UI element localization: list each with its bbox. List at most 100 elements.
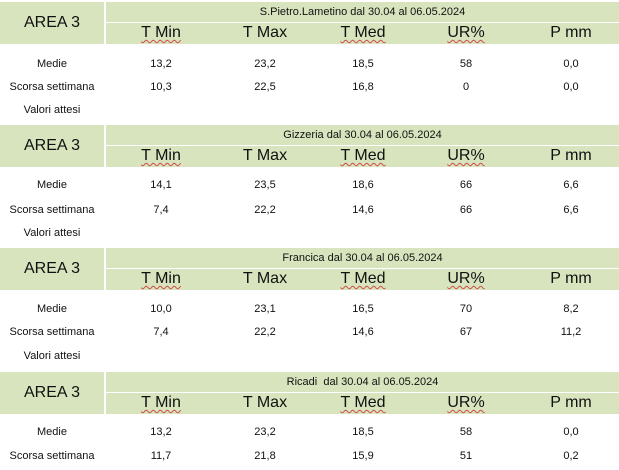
cell-tmax: 22,5 (254, 81, 276, 93)
cell-tmax: 23,1 (254, 303, 276, 315)
cell-tmed: 18,6 (352, 179, 374, 191)
header-separator (106, 145, 619, 146)
col-header-tmax: T Max (242, 24, 288, 41)
station-title: S.Pietro.Lametino dal 30.04 al 06.05.202… (259, 6, 466, 18)
row-scorsa-settimana: Scorsa settimana 10,3 22,5 16,8 0 0,0 (0, 76, 619, 98)
cell-ur: 67 (459, 326, 473, 338)
row-medie: Medie 13,2 23,2 18,5 58 0,0 (0, 421, 619, 443)
col-header-pmm: P mm (550, 270, 592, 287)
area-label: AREA 3 (23, 384, 81, 401)
cell-tmin: 13,2 (150, 426, 172, 438)
cell-tmed: 16,5 (352, 303, 374, 315)
col-header-tmin: T Min (141, 147, 181, 164)
area-label: AREA 3 (23, 14, 81, 31)
row-label-valori-attesi: Valori attesi (23, 227, 81, 239)
row-label-scorsa: Scorsa settimana (9, 81, 95, 93)
cell-tmax: 22,2 (254, 326, 276, 338)
cell-pmm: 8,2 (563, 303, 579, 315)
station-block-gizzeria: AREA 3 Gizzeria dal 30.04 al 06.05.2024 … (0, 125, 619, 245)
header-separator (106, 392, 619, 393)
station-block-san-pietro: AREA 3 S.Pietro.Lametino dal 30.04 al 06… (0, 2, 619, 122)
area-label: AREA 3 (23, 137, 81, 154)
block-header: AREA 3 S.Pietro.Lametino dal 30.04 al 06… (0, 2, 619, 44)
col-header-ur: UR% (447, 270, 485, 287)
col-header-pmm: P mm (550, 147, 592, 164)
cell-tmax: 23,2 (254, 58, 276, 70)
col-header-tmax: T Max (242, 270, 288, 287)
header-divider (104, 125, 106, 167)
cell-tmed: 16,8 (352, 81, 374, 93)
cell-tmed: 15,9 (352, 450, 374, 462)
header-right: S.Pietro.Lametino dal 30.04 al 06.05.202… (106, 2, 619, 44)
station-title: Francica dal 30.04 al 06.05.2024 (282, 252, 443, 264)
row-label-medie: Medie (37, 179, 67, 191)
row-scorsa-settimana: Scorsa settimana 7,4 22,2 14,6 66 6,6 (0, 199, 619, 221)
col-header-ur: UR% (447, 24, 485, 41)
cell-tmin: 10,0 (150, 303, 172, 315)
col-header-tmin: T Min (141, 394, 181, 411)
station-block-ricadi: AREA 3 Ricadi dal 30.04 al 06.05.2024 T … (0, 372, 619, 470)
col-header-ur: UR% (447, 147, 485, 164)
header-right: Gizzeria dal 30.04 al 06.05.2024 T Min T… (106, 125, 619, 167)
cell-ur: 70 (459, 303, 473, 315)
cell-tmin: 13,2 (150, 58, 172, 70)
block-header: AREA 3 Francica dal 30.04 al 06.05.2024 … (0, 248, 619, 290)
row-label-scorsa: Scorsa settimana (9, 204, 95, 216)
cell-tmed: 14,6 (352, 326, 374, 338)
row-label-valori-attesi: Valori attesi (23, 104, 81, 116)
header-divider (104, 372, 106, 414)
station-block-francica: AREA 3 Francica dal 30.04 al 06.05.2024 … (0, 248, 619, 368)
cell-ur: 58 (459, 426, 473, 438)
col-header-tmin: T Min (141, 24, 181, 41)
block-header: AREA 3 Gizzeria dal 30.04 al 06.05.2024 … (0, 125, 619, 167)
cell-tmax: 21,8 (254, 450, 276, 462)
col-header-pmm: P mm (550, 394, 592, 411)
cell-tmed: 14,6 (352, 204, 374, 216)
col-header-ur: UR% (447, 394, 485, 411)
cell-tmed: 18,5 (352, 58, 374, 70)
cell-tmin: 14,1 (150, 179, 172, 191)
station-title: Ricadi dal 30.04 al 06.05.2024 (286, 376, 439, 388)
header-divider (104, 2, 106, 44)
station-title: Gizzeria dal 30.04 al 06.05.2024 (283, 129, 442, 141)
row-scorsa-settimana: Scorsa settimana 11,7 21,8 15,9 51 0,2 (0, 445, 619, 467)
header-right: Ricadi dal 30.04 al 06.05.2024 T Min T M… (106, 372, 619, 414)
row-label-medie: Medie (37, 426, 67, 438)
col-header-tmed: T Med (340, 147, 386, 164)
row-valori-attesi: Valori attesi (0, 222, 619, 244)
cell-tmin: 11,7 (150, 450, 172, 462)
row-medie: Medie 10,0 23,1 16,5 70 8,2 (0, 298, 619, 320)
col-header-tmed: T Med (340, 270, 386, 287)
header-right: Francica dal 30.04 al 06.05.2024 T Min T… (106, 248, 619, 290)
cell-tmax: 22,2 (254, 204, 276, 216)
cell-ur: 58 (459, 58, 473, 70)
header-separator (106, 22, 619, 23)
cell-ur: 51 (459, 450, 473, 462)
row-label-valori-attesi: Valori attesi (23, 350, 81, 362)
area-label: AREA 3 (23, 260, 81, 277)
cell-pmm: 0,0 (563, 58, 579, 70)
cell-ur: 66 (459, 204, 473, 216)
cell-tmax: 23,2 (254, 426, 276, 438)
row-label-medie: Medie (37, 58, 67, 70)
cell-tmed: 18,5 (352, 426, 374, 438)
cell-pmm: 6,6 (563, 204, 579, 216)
row-label-scorsa: Scorsa settimana (9, 326, 95, 338)
col-header-tmed: T Med (340, 24, 386, 41)
col-header-tmax: T Max (242, 394, 288, 411)
cell-pmm: 0,0 (563, 426, 579, 438)
cell-pmm: 0,0 (563, 81, 579, 93)
row-valori-attesi: Valori attesi (0, 345, 619, 367)
col-header-tmed: T Med (340, 394, 386, 411)
row-medie: Medie 14,1 23,5 18,6 66 6,6 (0, 174, 619, 196)
col-header-tmin: T Min (141, 270, 181, 287)
cell-tmin: 7,4 (153, 204, 169, 216)
cell-tmax: 23,5 (254, 179, 276, 191)
cell-tmin: 10,3 (150, 81, 172, 93)
col-header-pmm: P mm (550, 24, 592, 41)
cell-ur: 0 (462, 81, 470, 93)
cell-pmm: 0,2 (563, 450, 579, 462)
cell-tmin: 7,4 (153, 326, 169, 338)
row-medie: Medie 13,2 23,2 18,5 58 0,0 (0, 53, 619, 75)
